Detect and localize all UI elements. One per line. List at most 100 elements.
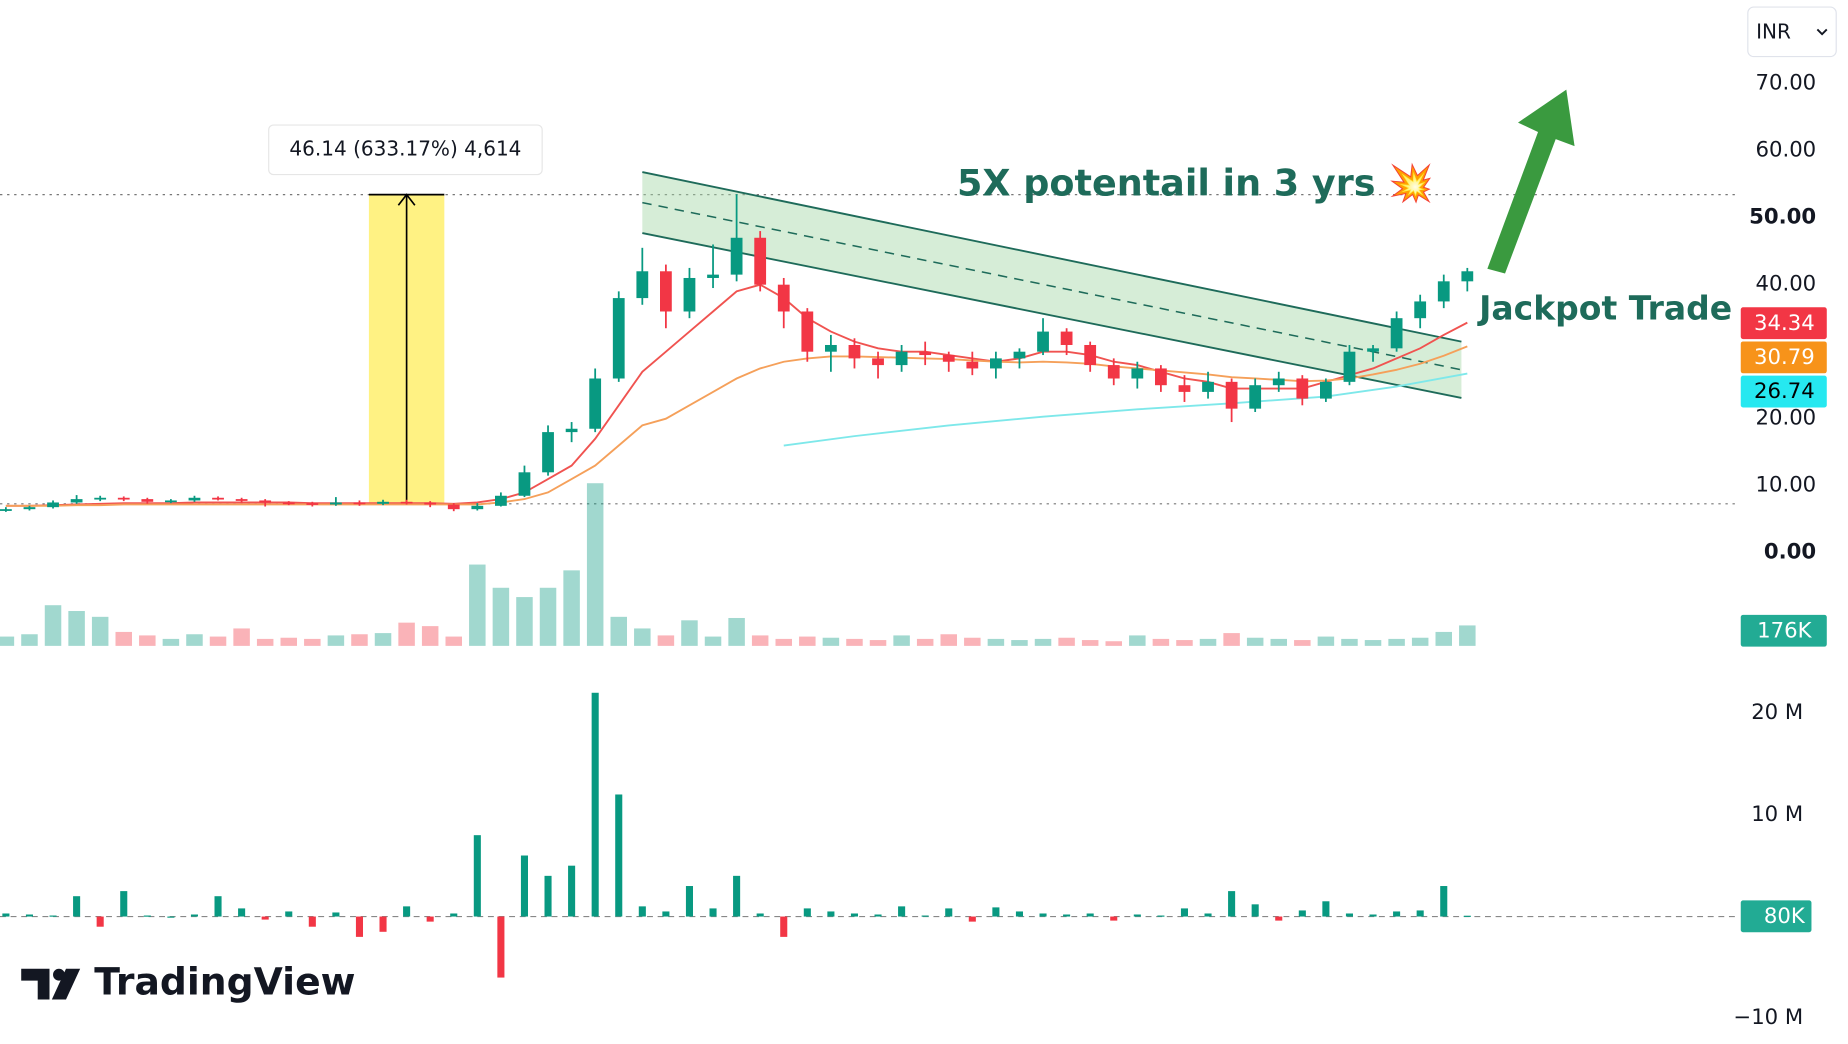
oscillator-bar	[780, 916, 788, 937]
oscillator-bar	[520, 855, 528, 917]
logo-mark	[51, 968, 81, 1000]
candle-body	[377, 501, 389, 504]
y-tick-label: 10.00	[1755, 473, 1816, 498]
volume-bar	[1176, 640, 1193, 646]
volume-bar	[44, 605, 62, 646]
oscillator-bar	[96, 916, 104, 927]
candle-body	[188, 497, 201, 501]
oscillator-bar	[1039, 913, 1047, 917]
oscillator-bar	[1393, 911, 1401, 917]
oscillator-bar	[638, 906, 646, 917]
volume-bar	[916, 638, 934, 646]
oscillator-bar	[1063, 914, 1071, 917]
volume-bar	[516, 597, 533, 646]
volume-bar	[775, 638, 792, 646]
candle-body	[1037, 331, 1049, 352]
volume-bar	[1129, 635, 1146, 646]
logo-mark	[53, 968, 65, 981]
candle-body	[23, 507, 36, 510]
currency-dropdown[interactable]	[1747, 6, 1837, 58]
candle-body	[707, 274, 719, 278]
oscillator-bar	[1463, 915, 1471, 917]
candle-body	[1084, 344, 1097, 366]
candle-body	[660, 271, 672, 312]
candle-body	[259, 500, 272, 503]
logo-mark	[21, 968, 50, 1000]
volume-bar	[68, 611, 85, 646]
oscillator-bar	[733, 875, 741, 917]
oscillator-bar	[308, 916, 316, 927]
candle-body	[589, 378, 602, 429]
oscillator-bar	[898, 906, 906, 917]
candle-body	[424, 502, 437, 505]
price-badge-label: 80K	[1764, 904, 1806, 929]
volume-bar	[1199, 638, 1217, 646]
volume-bar	[280, 637, 297, 646]
volume-bar	[1223, 633, 1240, 646]
volume-bar	[987, 638, 1005, 646]
candle-body	[1131, 368, 1144, 379]
candle-body	[801, 311, 814, 352]
volume-bar	[398, 622, 415, 646]
price-badge-label: 26.74	[1754, 379, 1815, 404]
price-badge	[1740, 614, 1827, 647]
volume-bar	[374, 633, 392, 646]
oscillator-bar	[238, 908, 246, 917]
candle-body	[471, 505, 484, 510]
oscillator-bar	[1228, 891, 1236, 917]
oscillator-bar	[355, 916, 363, 937]
currency-label: INR	[1756, 20, 1791, 44]
oscillator-bar	[1086, 913, 1094, 917]
measure-label-box	[268, 124, 543, 176]
volume-bar	[327, 635, 345, 646]
volume-bar	[964, 637, 981, 646]
volume-bar	[846, 638, 863, 646]
candle-body	[942, 355, 955, 362]
candle-body	[1461, 271, 1474, 282]
volume-bar	[751, 635, 769, 646]
volume-bar	[445, 636, 462, 646]
candle-body	[117, 497, 130, 500]
volume-bar	[1317, 636, 1335, 646]
volume-bar	[1459, 625, 1476, 646]
candle-body	[919, 351, 932, 356]
volume-bar	[799, 636, 816, 646]
oscillator-bar	[450, 913, 458, 917]
oscillator-bar	[49, 915, 57, 917]
brand-name: TradingView	[94, 960, 355, 1004]
measure-label: 46.14 (633.17%) 4,614	[289, 136, 521, 160]
oscillator-bar	[1110, 916, 1118, 921]
volume-bar	[822, 637, 840, 646]
candle-body	[1414, 301, 1427, 319]
volume-bar	[586, 483, 604, 646]
candle-body	[1272, 378, 1285, 386]
moving-average-line	[5, 283, 1468, 507]
side-annotation: Jackpot Trade	[1477, 288, 1732, 327]
volume-bar	[539, 587, 557, 646]
volume-bar	[1011, 640, 1028, 646]
oscillator-bar	[167, 916, 175, 918]
oscillator-bar	[379, 916, 387, 932]
candle-body	[1107, 365, 1120, 379]
candle-body	[165, 500, 177, 503]
volume-bar	[162, 638, 180, 646]
oscillator-bar	[1015, 911, 1023, 917]
oscillator-bar	[615, 794, 623, 917]
oscillator-bar	[1275, 916, 1283, 921]
price-badge-label: 176K	[1757, 618, 1812, 643]
candle-body	[990, 358, 1002, 369]
candle-body	[895, 351, 908, 366]
oscillator-bar	[1180, 908, 1188, 917]
volume-bar	[893, 635, 910, 646]
moving-average-line	[5, 345, 1468, 507]
volume-bar	[728, 617, 745, 646]
volume-bar	[304, 638, 321, 646]
volume-bar	[610, 616, 627, 646]
candle-body	[282, 502, 295, 505]
candle-body	[1013, 351, 1026, 359]
volume-bar	[563, 570, 580, 646]
channel-mid	[642, 201, 1462, 371]
candle-body	[1155, 368, 1167, 386]
candle-body	[1225, 381, 1238, 409]
